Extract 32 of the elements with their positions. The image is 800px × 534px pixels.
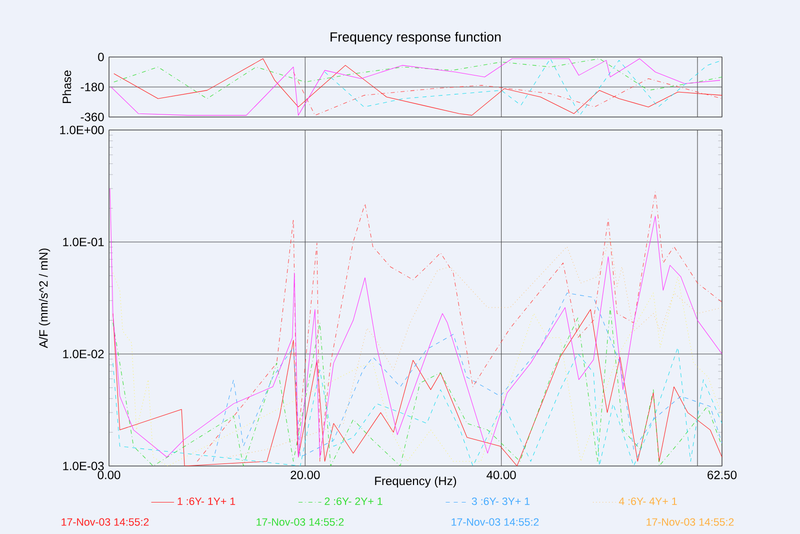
y-tick-label: 1.0E-02 [63, 350, 104, 358]
y-tick-label: -360 [80, 112, 104, 122]
legend-label: 1 :6Y- 1Y+ 1 [178, 497, 236, 506]
text: 17-Nov-03 14:55:2 [452, 518, 539, 526]
line-series [112, 272, 722, 466]
legend-label: 2 :6Y- 2Y+ 1 [324, 497, 382, 506]
line-series [293, 72, 722, 116]
line-series [324, 58, 722, 116]
line-series [114, 58, 722, 99]
text: 17-Nov-03 14:55:2 [256, 518, 344, 526]
chart-title: Frequency response function [330, 32, 501, 44]
y-tick-label: 1.0E+00 [60, 126, 104, 134]
y-tick-label: 0 [98, 52, 104, 62]
x-tick-label: 62.50 [708, 470, 737, 480]
line-series [112, 346, 722, 466]
y-axis-title: Phase [62, 70, 72, 104]
line-series [226, 237, 722, 458]
text: 17-Nov-03 14:55:2 [646, 518, 734, 526]
legend-label: 3 :6Y- 3Y+ 1 [472, 497, 530, 506]
line-series [110, 188, 722, 458]
x-tick-label: 40.00 [486, 470, 516, 480]
text: 17-Nov-03 14:55:2 [62, 518, 149, 526]
y-axis-title: A/F (mm/s^2 / mN) [38, 248, 50, 348]
x-tick-label: 0.00 [98, 470, 120, 480]
legend-label: 4 :6Y- 4Y+ 1 [618, 497, 677, 506]
y-tick-label: 1.0E-03 [63, 462, 104, 470]
x-axis-title: Frequency (Hz) [375, 476, 456, 488]
line-series [212, 292, 722, 462]
y-tick-label: -180 [80, 82, 104, 92]
line-series [197, 192, 722, 462]
x-tick-label: 20.00 [290, 470, 320, 480]
y-tick-label: 1.0E-01 [63, 238, 104, 246]
